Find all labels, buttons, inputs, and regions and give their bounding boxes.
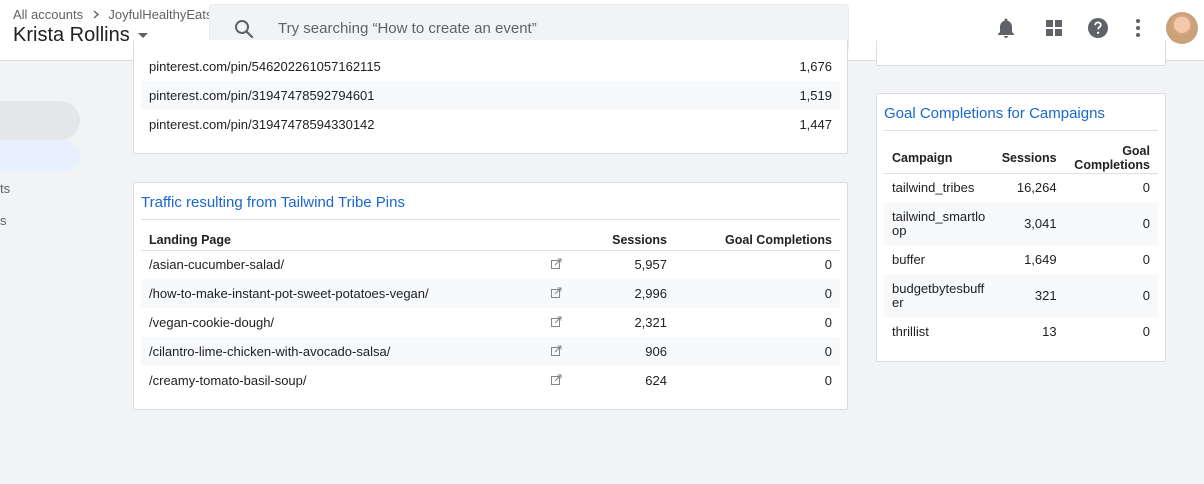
open-in-new-icon[interactable] (550, 366, 576, 395)
sessions-value: 5,957 (576, 249, 668, 279)
sessions-value: 16,264 (986, 173, 1058, 202)
goals-value: 0 (668, 337, 840, 366)
search-icon (232, 17, 256, 46)
account-name: Krista Rollins (13, 24, 130, 46)
more-vert-icon[interactable] (1126, 16, 1150, 40)
goals-value: 0 (668, 279, 840, 308)
table-row: /how-to-make-instant-pot-sweet-potatoes-… (141, 279, 840, 308)
campaign-name[interactable]: tailwind_smartlo op (884, 201, 987, 246)
breadcrumb: All accounts JoyfulHealthyEats (13, 7, 212, 22)
campaign-goals-table: Campaign Sessions Goal Completions tailwi… (884, 143, 1158, 346)
sidebar-item-selected[interactable] (0, 140, 80, 172)
breadcrumb-all-accounts[interactable]: All accounts (13, 7, 84, 22)
sessions-value: 1,676 (799, 59, 832, 74)
table-row: /vegan-cookie-dough/ 2,321 0 (141, 308, 840, 337)
table-row: pinterest.com/pin/546202261057162115 1,6… (141, 52, 840, 81)
table-row: budgetbytesbuff er 321 0 (884, 273, 1158, 318)
pin-url[interactable]: pinterest.com/pin/546202261057162115 (149, 59, 381, 74)
goals-value: 0 (824, 315, 832, 330)
sidebar-item-highlighted[interactable] (0, 101, 80, 140)
sidebar-item-label[interactable]: s (0, 213, 7, 228)
sessions-value: 13 (1042, 324, 1057, 339)
campaign-name[interactable]: thrillist (892, 324, 929, 339)
sidebar-item-label[interactable]: ts (0, 181, 11, 196)
card-title: Goal Completions for Campaigns (884, 105, 1105, 122)
campaign-name-line2: op (892, 222, 907, 238)
dropdown-caret-icon (137, 33, 148, 39)
table-row: /cilantro-lime-chicken-with-avocado-sals… (141, 337, 840, 366)
apps-icon[interactable] (1042, 16, 1066, 40)
goals-value: 0 (1057, 173, 1158, 202)
col-sessions[interactable]: Sessions (612, 232, 667, 247)
table-row: /creamy-tomato-basil-soup/ 624 0 (141, 366, 840, 395)
goals-value: 0 (824, 373, 832, 388)
card-title: Traffic resulting from Tailwind Tribe Pi… (141, 194, 405, 211)
sessions-value: 1,447 (799, 117, 832, 132)
col-goal-completions-line2: Completions (1074, 158, 1150, 172)
help-icon[interactable] (1086, 16, 1110, 40)
table-row: tailwind_smartlo op 3,041 0 (884, 201, 1158, 246)
goals-value: 0 (1142, 324, 1150, 339)
campaign-name[interactable]: tailwind_tribes (884, 173, 987, 202)
sidebar: ts s (0, 61, 104, 484)
tribe-traffic-table: Landing Page Sessions Goal Completions /… (141, 230, 840, 395)
landing-page-link[interactable]: /cilantro-lime-chicken-with-avocado-sals… (141, 337, 550, 366)
landing-page-link[interactable]: /creamy-tomato-basil-soup/ (149, 373, 307, 388)
campaign-name-line2: er (892, 294, 904, 310)
campaign-name-line1: budgetbytesbuff (892, 280, 985, 296)
landing-page-link[interactable]: /asian-cucumber-salad/ (141, 249, 550, 279)
divider (884, 130, 1158, 131)
table-row: /asian-cucumber-salad/ 5,957 0 (141, 249, 840, 279)
notifications-icon[interactable] (994, 16, 1018, 40)
breadcrumb-property[interactable]: JoyfulHealthyEats (108, 7, 213, 22)
open-in-new-icon[interactable] (550, 308, 576, 337)
upper-right-card (876, 40, 1166, 66)
account-selector[interactable]: Krista Rollins (13, 24, 148, 47)
sessions-value: 3,041 (986, 201, 1058, 246)
col-goal-completions[interactable]: Goal Completions (725, 232, 832, 247)
landing-page-link[interactable]: /how-to-make-instant-pot-sweet-potatoes-… (141, 279, 550, 308)
open-in-new-icon[interactable] (550, 279, 576, 308)
goals-value: 0 (668, 249, 840, 279)
sessions-value: 624 (645, 373, 667, 388)
pin-url[interactable]: pinterest.com/pin/31947478592794601 (141, 81, 738, 110)
goals-value: 0 (1142, 252, 1150, 267)
table-row: pinterest.com/pin/31947478594330142 1,44… (141, 110, 840, 139)
sessions-value: 2,321 (634, 315, 667, 330)
col-campaign[interactable]: Campaign (892, 151, 953, 165)
top-pins-card: pinterest.com/pin/546202261057162115 1,6… (133, 40, 848, 154)
campaign-name[interactable]: buffer (892, 252, 926, 267)
col-landing-page[interactable]: Landing Page (149, 232, 231, 247)
campaign-goals-card: Goal Completions for Campaigns Campaign … (876, 93, 1166, 362)
sessions-value: 2,996 (576, 279, 668, 308)
open-in-new-icon[interactable] (550, 249, 576, 279)
sessions-value: 321 (986, 273, 1058, 318)
table-header: Campaign Sessions Goal Completions (884, 143, 1158, 174)
landing-page-link[interactable]: /vegan-cookie-dough/ (149, 315, 275, 330)
col-sessions[interactable]: Sessions (1001, 151, 1057, 165)
table-row: pinterest.com/pin/31947478592794601 1,51… (141, 81, 840, 110)
sessions-value: 906 (576, 337, 668, 366)
table-header: Landing Page Sessions Goal Completions (141, 230, 840, 250)
sessions-value: 1,649 (1024, 252, 1057, 267)
avatar[interactable] (1166, 12, 1198, 44)
pin-url[interactable]: pinterest.com/pin/31947478594330142 (149, 117, 375, 132)
table-row: thrillist 13 0 (884, 318, 1158, 346)
tribe-traffic-card: Traffic resulting from Tailwind Tribe Pi… (133, 182, 848, 410)
sessions-value: 1,519 (737, 81, 840, 110)
table-row: buffer 1,649 0 (884, 246, 1158, 274)
col-goal-completions[interactable]: Goal Completions (1058, 143, 1158, 174)
col-goal-completions-line1: Goal (1122, 144, 1150, 158)
table-row: tailwind_tribes 16,264 0 (884, 173, 1158, 202)
chevron-right-icon (92, 7, 104, 22)
open-in-new-icon[interactable] (550, 337, 576, 366)
campaign-name-line1: tailwind_smartlo (892, 208, 986, 224)
goals-value: 0 (1057, 273, 1158, 318)
goals-value: 0 (1057, 201, 1158, 246)
divider (141, 219, 840, 220)
campaign-name[interactable]: budgetbytesbuff er (884, 273, 987, 318)
top-pins-table: pinterest.com/pin/546202261057162115 1,6… (141, 52, 840, 139)
